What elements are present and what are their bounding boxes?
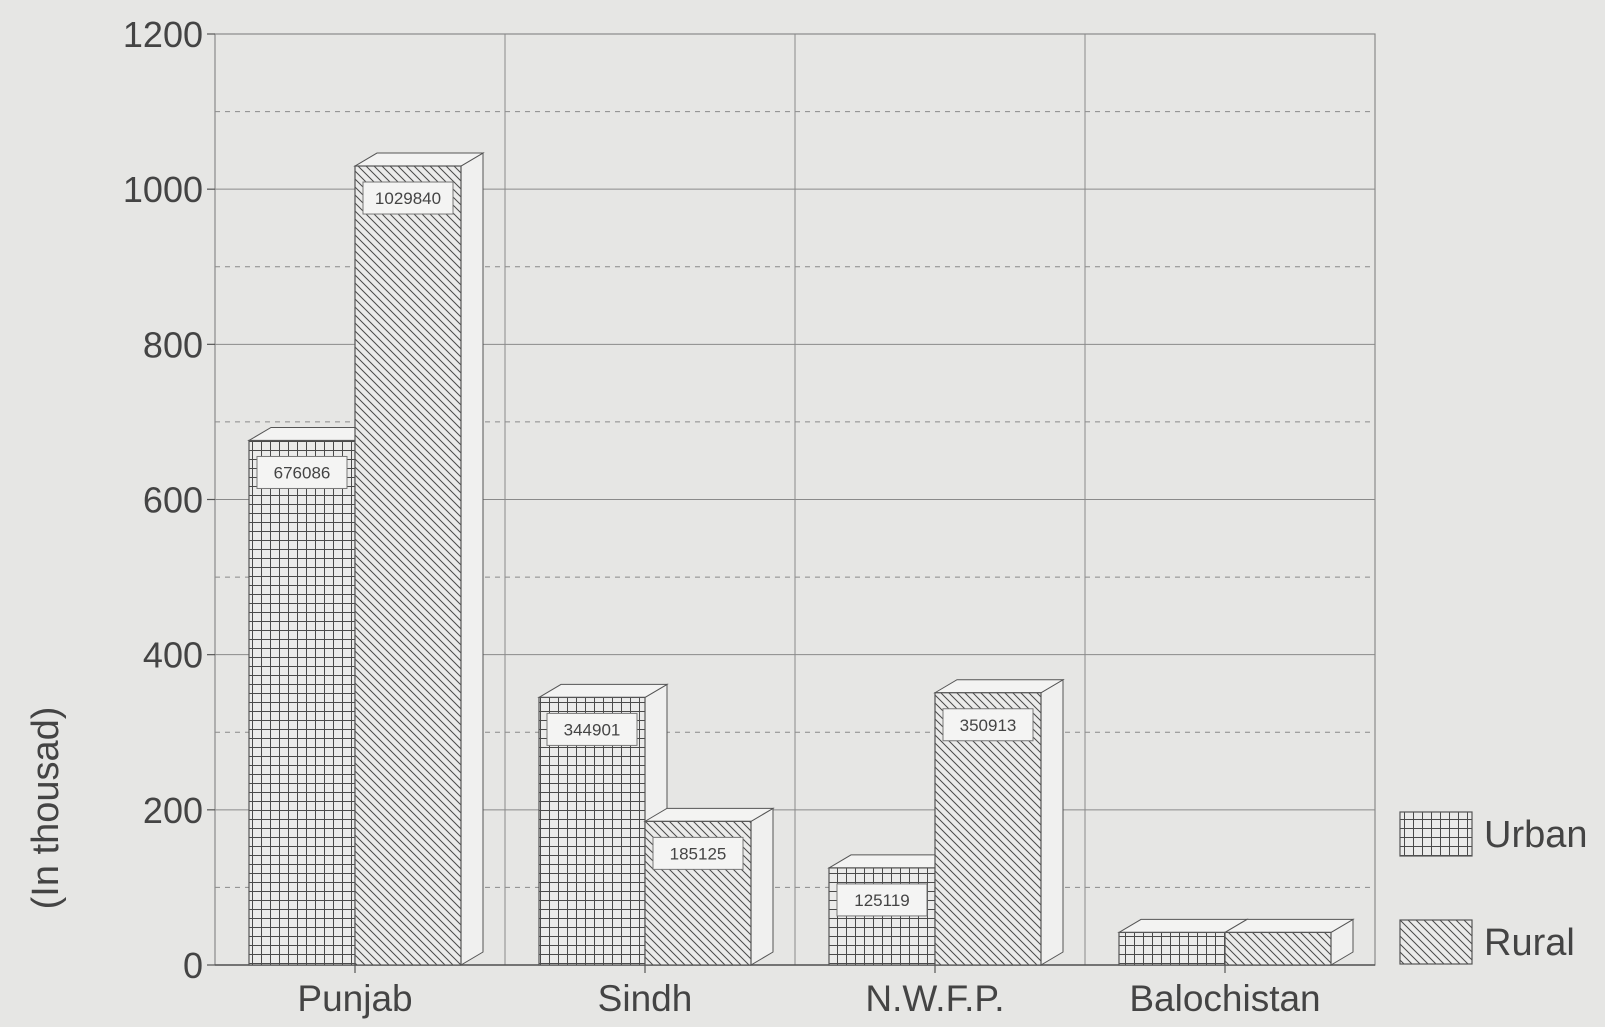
data-label: 125119 [854,891,909,910]
bar-side-rural [1040,678,1064,966]
y-tick-label: 1000 [123,169,203,210]
data-label-box [836,883,928,917]
bar-urban [248,439,356,966]
data-label-box [256,455,348,489]
y-axis-label: (In thousad) [25,707,67,910]
bar-top-rural [933,679,1065,694]
bar-urban [828,867,936,966]
data-labels: 676086 1029840 344901 185125 125119 350913 [256,181,1034,917]
x-tick-label: Balochistan [1129,978,1320,1019]
legend-label-urban: Urban [1484,814,1588,856]
data-label-box [362,181,454,215]
y-tick-label: 400 [143,635,203,676]
bar-rural [1224,931,1332,966]
legend-swatch-urban [1399,811,1473,857]
bar-top-rural [353,152,485,167]
y-tick-label: 200 [143,790,203,831]
bar-side-rural [460,152,484,966]
legend-swatch-rural [1399,919,1473,965]
x-tick-label: N.W.F.P. [865,978,1004,1019]
data-label: 185125 [670,844,727,863]
data-label: 350913 [960,716,1017,735]
legend: Urban Rural [1399,811,1588,965]
y-tick-label: 800 [143,324,203,365]
bar-top-rural [1223,918,1355,933]
data-label-box [546,712,638,746]
data-label: 676086 [274,463,331,482]
legend-label-rural: Rural [1484,922,1575,964]
bar-top-urban [537,683,669,698]
data-label-box [942,708,1034,742]
bars [247,152,1355,966]
bar-side-rural [750,807,774,966]
bar-urban [1118,931,1226,966]
data-label: 344901 [564,720,621,739]
y-tick-label: 0 [183,945,203,986]
data-label: 1029840 [375,189,441,208]
bar-rural [354,165,462,966]
x-tick-label: Sindh [598,978,693,1019]
x-tick-label: Punjab [297,978,412,1019]
bar-top-rural [643,807,775,822]
data-label-box [652,836,744,870]
y-tick-label: 1200 [123,14,203,55]
y-tick-label: 600 [143,480,203,521]
